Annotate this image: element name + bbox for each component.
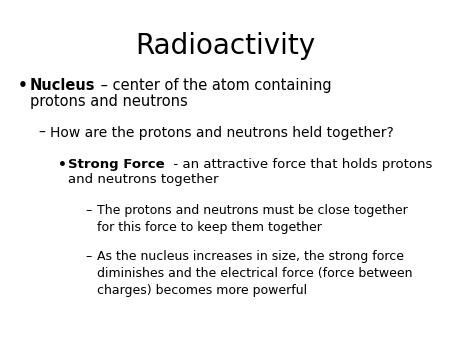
Text: Radioactivity: Radioactivity: [135, 32, 315, 60]
Text: and neutrons together: and neutrons together: [68, 173, 219, 186]
Text: Strong Force: Strong Force: [68, 158, 165, 171]
Text: –: –: [85, 204, 91, 217]
Text: How are the protons and neutrons held together?: How are the protons and neutrons held to…: [50, 126, 394, 140]
Text: •: •: [18, 78, 28, 93]
Text: –: –: [38, 126, 45, 140]
Text: - an attractive force that holds protons: - an attractive force that holds protons: [165, 158, 432, 171]
Text: The protons and neutrons must be close together
for this force to keep them toge: The protons and neutrons must be close t…: [97, 204, 408, 234]
Text: As the nucleus increases in size, the strong force
diminishes and the electrical: As the nucleus increases in size, the st…: [97, 250, 413, 297]
Text: Nucleus: Nucleus: [30, 78, 95, 93]
Text: –: –: [85, 250, 91, 263]
Text: – center of the atom containing: – center of the atom containing: [95, 78, 331, 93]
Text: •: •: [58, 158, 67, 172]
Text: protons and neutrons: protons and neutrons: [30, 94, 188, 109]
